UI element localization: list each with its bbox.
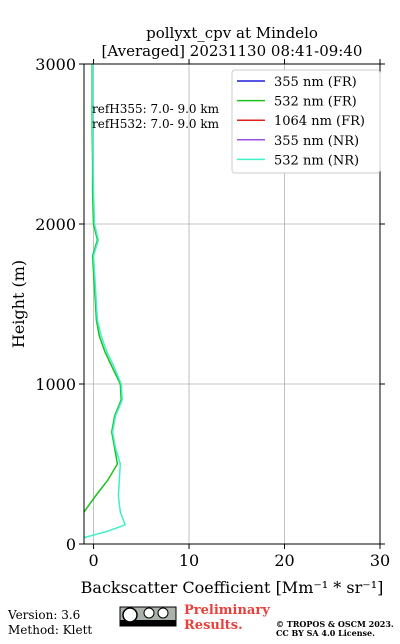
y-tick-label: 3000 <box>35 55 76 74</box>
legend-label: 532 nm (NR) <box>274 153 359 168</box>
y-tick-label: 1000 <box>35 375 76 394</box>
copyright: CC BY SA 4.0 License. <box>276 628 375 638</box>
x-tick-label: 30 <box>370 551 390 570</box>
legend-label: 532 nm (FR) <box>274 95 357 110</box>
y-tick-label: 2000 <box>35 215 76 234</box>
legend-box <box>231 69 381 174</box>
legend-label: 1064 nm (FR) <box>274 114 365 129</box>
version: Version: 3.6 <box>7 608 80 622</box>
y-axis-label: Height (m) <box>9 260 28 348</box>
cc-logo <box>119 606 177 627</box>
x-tick-label: 20 <box>274 551 294 570</box>
copyright: © TROPOS & OSCM 2023. <box>276 619 394 629</box>
data-line <box>83 64 122 513</box>
preliminary-note: Preliminary <box>184 603 270 618</box>
y-tick-label: 0 <box>66 535 76 554</box>
preliminary-note: Results. <box>184 618 243 633</box>
legend-label: 355 nm (NR) <box>274 134 359 149</box>
annotation: refH355: 7.0- 9.0 km <box>92 102 220 116</box>
x-axis-label: Backscatter Coefficient [Mm⁻¹ * sr⁻¹] <box>81 578 384 597</box>
method: Method: Klett <box>8 623 92 637</box>
annotation: refH532: 7.0- 9.0 km <box>92 117 220 131</box>
chart-title: [Averaged] 20231130 08:41-09:40 <box>102 42 363 60</box>
plot-frame <box>83 63 381 545</box>
x-tick-label: 10 <box>179 551 199 570</box>
x-tick-label: 0 <box>88 551 98 570</box>
chart-title: pollyxt_cpv at Mindelo <box>146 24 318 42</box>
legend-label: 355 nm (FR) <box>274 75 357 90</box>
data-line <box>83 64 127 539</box>
